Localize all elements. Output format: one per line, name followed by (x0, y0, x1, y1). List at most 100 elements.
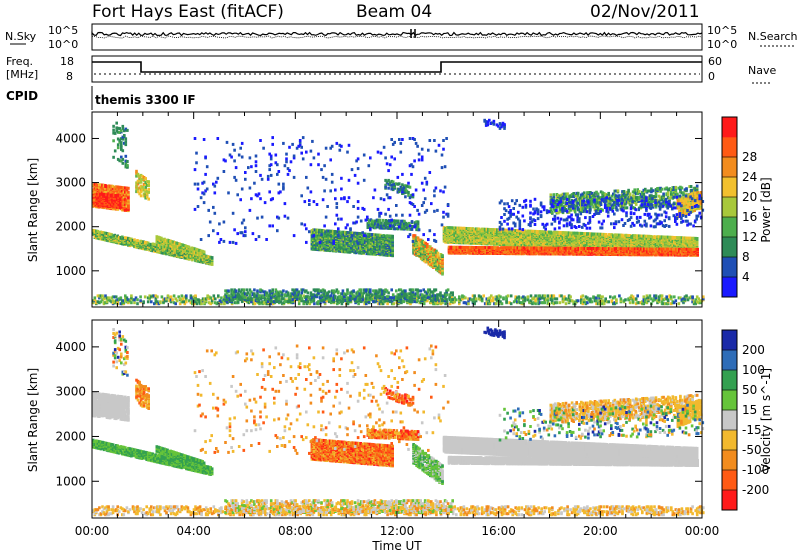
range-gate-cell (165, 251, 168, 255)
range-gate-cell (107, 189, 110, 193)
range-gate-cell (339, 246, 343, 250)
range-gate-cell (169, 246, 173, 250)
range-gate-cell (118, 197, 122, 201)
range-gate-cell (151, 242, 155, 246)
range-gate-cell (145, 241, 148, 245)
range-gate-cell (153, 242, 156, 246)
range-gate-cell (154, 243, 158, 247)
range-gate-cell (118, 140, 121, 144)
range-gate-cell (169, 243, 172, 247)
range-gate-cell (144, 181, 147, 184)
range-gate-cell (318, 234, 321, 238)
range-gate-cell (381, 218, 385, 222)
range-gate-cell (410, 220, 414, 224)
range-gate-cell (336, 243, 340, 247)
range-gate-cell (347, 234, 350, 238)
range-gate-cell (118, 194, 122, 198)
range-gate-cell (321, 240, 324, 244)
noise-trace (91, 29, 703, 39)
range-gate-cell (313, 228, 317, 232)
range-gate-cell (322, 233, 326, 237)
range-gate-cell (139, 189, 143, 193)
range-gate-cell (195, 247, 198, 251)
range-gate-cell (122, 207, 126, 211)
range-gate-cell (92, 188, 95, 192)
range-gate-cell (333, 245, 337, 249)
range-gate-cell (94, 202, 98, 205)
range-gate-cell (341, 245, 344, 249)
range-gate-cell (127, 186, 130, 190)
range-gate-cell (188, 254, 191, 258)
range-gate-cell (133, 238, 136, 242)
range-gate-cell (160, 249, 164, 253)
range-gate-cell (325, 241, 329, 245)
range-gate-cell (350, 231, 353, 235)
range-gate-cell (122, 236, 126, 240)
range-gate-cell (121, 198, 124, 202)
range-gate-cell (148, 242, 151, 246)
range-gate-cell (114, 191, 118, 195)
range-gate-cell (136, 182, 140, 186)
range-gate-cell (124, 190, 127, 194)
noise-sky-line (91, 31, 703, 37)
range-gate-cell (115, 197, 119, 200)
freq-panel (91, 55, 703, 83)
range-gate-cell (116, 146, 120, 150)
range-gate-cell (344, 230, 347, 234)
range-gate-cell (347, 241, 350, 245)
range-gate-cell (322, 229, 326, 233)
range-gate-cell (187, 249, 191, 253)
range-gate-cell (141, 188, 144, 192)
range-gate-cell (93, 234, 97, 238)
range-gate-cell (99, 230, 103, 234)
range-gate-cell (206, 255, 209, 259)
range-gate-cell (121, 235, 124, 239)
range-gate-cell (342, 249, 346, 253)
freq-label: Freq. (6, 55, 33, 68)
range-gate-cell (116, 157, 120, 161)
range-gate-cell (101, 188, 104, 192)
range-gate-cell (139, 239, 142, 243)
range-gate-cell (310, 229, 314, 233)
range-gate-cell (124, 159, 128, 163)
range-gate-cell (143, 247, 147, 251)
range-gate-cell (117, 189, 121, 193)
noise-left-tick-top: 10^5 (48, 24, 78, 37)
range-gate-cell (183, 251, 187, 255)
range-gate-cell (102, 185, 106, 189)
range-gate-cell (197, 255, 200, 259)
range-gate-cell (345, 248, 349, 252)
range-gate-cell (111, 193, 114, 197)
range-gate-cell (121, 124, 125, 128)
range-gate-cell (175, 241, 178, 245)
range-gate-cell (125, 238, 129, 242)
range-gate-cell (96, 236, 100, 240)
range-gate-cell (144, 185, 147, 189)
range-gate-cell (124, 154, 128, 158)
range-gate-cell (99, 185, 103, 189)
range-gate-cell (99, 201, 102, 205)
range-gate-cell (350, 246, 353, 249)
range-gate-cell (118, 131, 121, 134)
range-gate-cell (127, 196, 130, 200)
range-gate-cell (164, 239, 168, 243)
range-gate-cell (124, 137, 128, 141)
range-gate-cell (128, 237, 132, 241)
range-gate-cell (99, 192, 102, 196)
range-gate-cell (121, 186, 124, 190)
nave-tick-bottom: 0 (708, 70, 715, 83)
range-gate-cell (181, 243, 185, 247)
range-gate-cell (177, 252, 180, 256)
range-gate-cell (201, 253, 204, 257)
range-gate-cell (124, 127, 128, 131)
range-gate-cell (339, 231, 343, 235)
range-gate-cell (354, 244, 358, 248)
range-gate-cell (168, 250, 171, 254)
range-gate-cell (139, 244, 142, 248)
range-gate-cell (327, 248, 330, 251)
range-gate-cell (341, 250, 344, 254)
range-gate-cell (203, 258, 206, 262)
range-gate-cell (171, 250, 174, 254)
range-gate-cell (112, 139, 115, 143)
range-gate-cell (141, 177, 144, 181)
